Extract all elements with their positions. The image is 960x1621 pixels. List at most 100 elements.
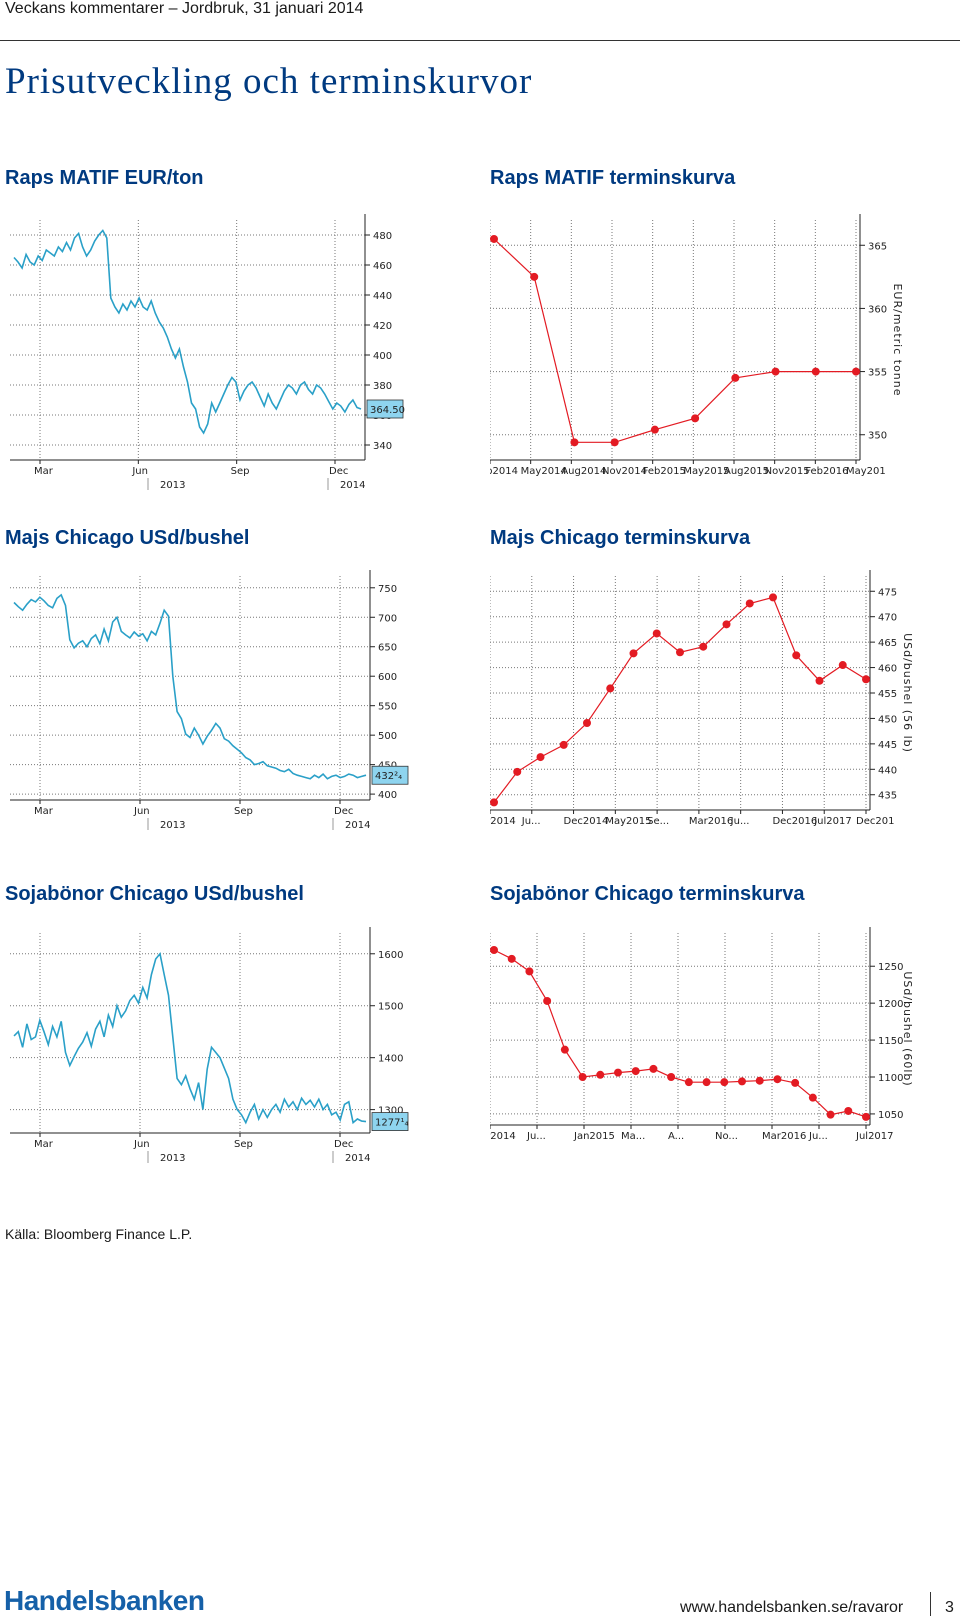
last-value-label: 364.50 xyxy=(370,405,405,416)
y-tick-label: 435 xyxy=(878,791,897,802)
data-point xyxy=(543,996,552,1005)
x-tick-label: Ju... xyxy=(730,816,750,827)
y-tick-label: 420 xyxy=(373,321,392,332)
last-value-box xyxy=(371,765,409,785)
chart-title-raps-price: Raps MATIF EUR/ton xyxy=(5,167,204,189)
data-point xyxy=(808,1093,817,1102)
x-tick-label: Dec2016 xyxy=(772,816,817,827)
y-tick-label: 1150 xyxy=(878,1036,903,1047)
chart-majs-curve: 475 470 465 460 455 450 445 440 435 ar2014 Ju... De… xyxy=(490,570,914,827)
x-tick-label: A... xyxy=(668,1131,684,1142)
y-tick-label: 445 xyxy=(878,740,897,751)
x-tick-label: Jul2017 xyxy=(813,816,852,827)
data-point xyxy=(815,676,824,685)
data-point xyxy=(578,1073,587,1081)
data-point xyxy=(691,414,700,423)
data-point xyxy=(650,425,659,434)
data-point xyxy=(826,1110,835,1119)
page-title: Prisutveckling och terminskurvor xyxy=(5,61,533,102)
x-tick-label: Aug2015 xyxy=(724,466,769,477)
footer-link[interactable]: www.handelsbanken.se/ravaror xyxy=(680,1599,904,1616)
data-point xyxy=(769,593,777,602)
x-tick-label: Jun xyxy=(133,1139,150,1150)
y-tick-label: 460 xyxy=(878,664,897,675)
data-point xyxy=(559,740,568,749)
data-point xyxy=(773,1075,782,1084)
y-tick-label: 340 xyxy=(373,441,392,452)
y-tick-label: 750 xyxy=(378,584,397,595)
data-point xyxy=(490,798,498,807)
data-point xyxy=(862,1112,870,1121)
y-axis-label: USd/bushel (60lb) xyxy=(901,971,914,1086)
x-tick-label: ar2014 xyxy=(490,816,516,827)
x-tick-label: Mar2016 xyxy=(762,1131,806,1142)
data-point xyxy=(596,1070,605,1079)
x-tick-label: Dec xyxy=(329,466,348,477)
data-point xyxy=(771,367,780,376)
x-tick-label: May2015 xyxy=(683,466,729,477)
chart-title-soja-curve: Sojabönor Chicago terminskurva xyxy=(490,883,805,905)
x-tick-label: Mar xyxy=(34,806,54,817)
chart-raps-price: 480460440420400380360340MarJunSepDec2013… xyxy=(10,214,405,491)
data-point xyxy=(702,1078,711,1087)
data-point xyxy=(684,1078,693,1087)
last-value-label: 432²₄ xyxy=(375,771,402,782)
data-point xyxy=(862,675,870,684)
y-tick-label: 1050 xyxy=(878,1110,903,1121)
data-point xyxy=(731,373,740,382)
y-tick-label: 480 xyxy=(373,231,392,242)
data-point xyxy=(699,642,708,651)
y-tick-label: 365 xyxy=(868,241,887,252)
x-tick-label: Mar xyxy=(34,466,54,477)
x-tick-label: Mar2016 xyxy=(689,816,733,827)
year-label: 2013 xyxy=(160,820,185,831)
data-point xyxy=(720,1078,729,1087)
data-point xyxy=(652,629,661,638)
x-tick-label: Dec xyxy=(334,806,353,817)
year-label: 2014 xyxy=(345,1153,370,1164)
chart-majs-price: 750700650600550500450400MarJunSepDec2013… xyxy=(10,570,409,831)
data-point xyxy=(490,945,498,954)
year-label: 2013 xyxy=(160,480,185,491)
x-tick-label: May2015 xyxy=(605,816,651,827)
last-value-box xyxy=(366,399,404,419)
x-tick-label: Ma... xyxy=(621,1131,645,1142)
y-tick-label: 1600 xyxy=(378,950,403,961)
year-label: 2014 xyxy=(340,480,365,491)
x-tick-label: eb2014 xyxy=(490,466,518,477)
data-point xyxy=(530,272,539,281)
y-tick-label: 455 xyxy=(878,689,897,700)
x-tick-label: Jan2015 xyxy=(573,1131,615,1142)
x-tick-label: Dec xyxy=(334,1139,353,1150)
x-tick-label: Ju... xyxy=(526,1131,546,1142)
report-header: Veckans kommentarer – Jordbruk, 31 janua… xyxy=(5,0,364,17)
data-point xyxy=(629,649,638,658)
y-tick-label: 460 xyxy=(373,261,392,272)
x-tick-label: Jun xyxy=(133,806,150,817)
data-point xyxy=(614,1068,622,1077)
data-point xyxy=(536,753,545,762)
x-tick-label: Dec2014 xyxy=(564,816,609,827)
year-label: 2014 xyxy=(345,820,370,831)
y-tick-label: 400 xyxy=(378,790,397,801)
y-axis-label: EUR/metric tonne xyxy=(891,283,904,396)
chart-title-raps-curve: Raps MATIF terminskurva xyxy=(490,167,736,189)
x-tick-label: Feb2016 xyxy=(805,466,848,477)
data-point xyxy=(852,367,860,376)
data-point xyxy=(844,1106,853,1115)
y-tick-label: 380 xyxy=(373,381,392,392)
series-line xyxy=(13,951,367,1125)
y-tick-label: 470 xyxy=(878,613,897,624)
series-line xyxy=(493,596,867,803)
data-point xyxy=(667,1073,676,1081)
y-tick-label: 500 xyxy=(378,731,397,742)
series-line xyxy=(493,238,856,443)
data-point xyxy=(811,367,820,376)
y-tick-label: 350 xyxy=(868,431,887,442)
data-point xyxy=(507,954,516,963)
data-point xyxy=(722,620,731,629)
x-tick-label: Mar xyxy=(34,1139,54,1150)
source-note: Källa: Bloomberg Finance L.P. xyxy=(5,1226,193,1242)
y-tick-label: 440 xyxy=(373,291,392,302)
chart-soja-price: 1600 1500 1400 1300 Mar Jun Sep Dec 2013 2014 1277… xyxy=(10,927,408,1164)
